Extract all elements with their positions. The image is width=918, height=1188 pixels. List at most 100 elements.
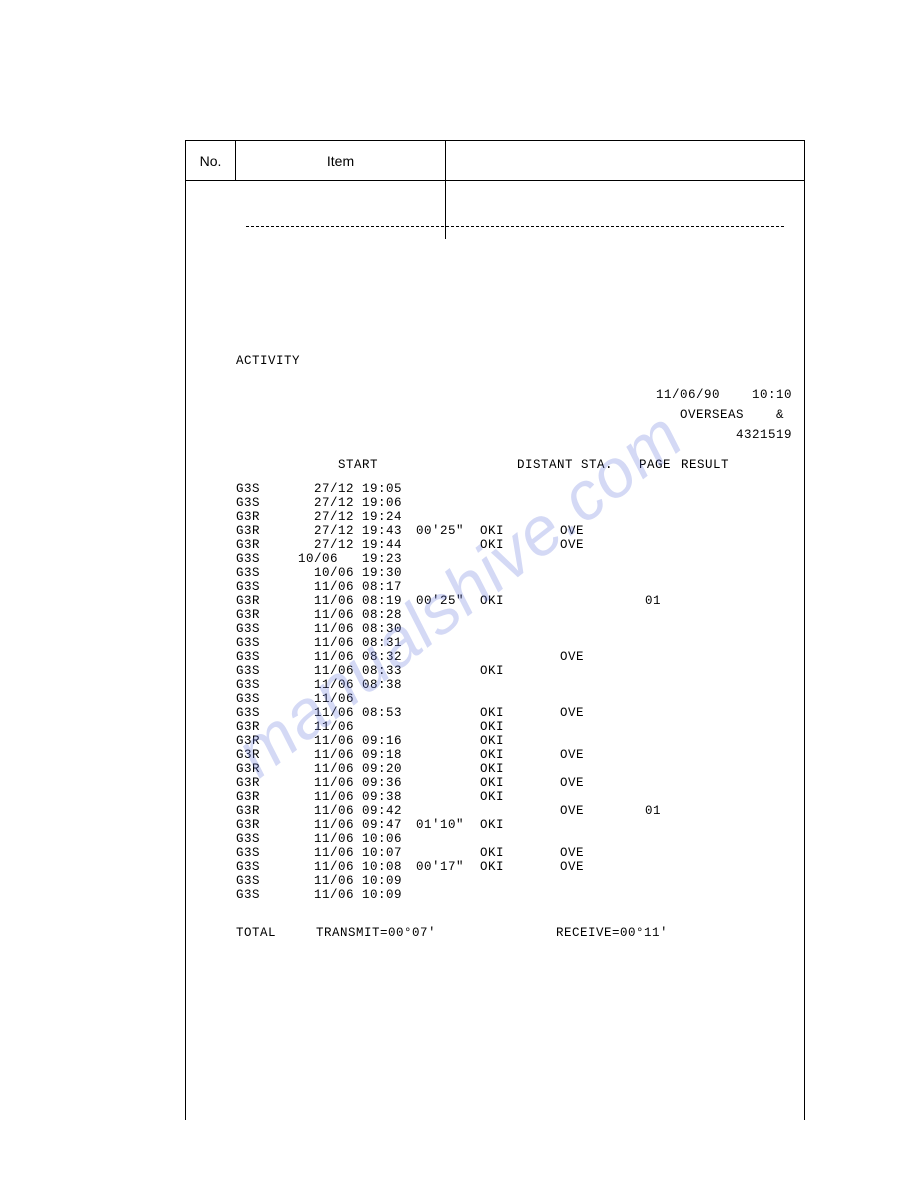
total-receive: RECEIVE=00°11' bbox=[556, 926, 804, 940]
cell-result bbox=[687, 566, 804, 580]
table-row: G3S 11/06 08:32OVE bbox=[236, 650, 804, 664]
cell-start: 10/06 19:30 bbox=[298, 566, 416, 580]
cell-distant bbox=[480, 552, 560, 566]
cell-dur bbox=[416, 692, 480, 706]
cell-start: 11/06 08:31 bbox=[298, 636, 416, 650]
cell-mode: G3S bbox=[236, 566, 298, 580]
cell-page bbox=[645, 510, 687, 524]
cell-distant bbox=[480, 636, 560, 650]
cell-distant bbox=[480, 832, 560, 846]
table-row: G3S 11/06 10:09 bbox=[236, 874, 804, 888]
cell-ove: OVE bbox=[560, 706, 645, 720]
cell-page bbox=[645, 678, 687, 692]
cell-distant: OKI bbox=[480, 790, 560, 804]
cell-ove: OVE bbox=[560, 804, 645, 818]
cell-mode: G3S bbox=[236, 496, 298, 510]
cell-start: 10/06 19:23 bbox=[298, 552, 416, 566]
cell-mode: G3S bbox=[236, 552, 298, 566]
cell-distant: OKI bbox=[480, 860, 560, 874]
activity-report: ACTIVITY 11/06/90 10:10 OVERSEAS & 43215… bbox=[186, 354, 804, 940]
document-frame: No. Item ACTIVITY 11/06/90 10:10 OVERSEA… bbox=[185, 140, 805, 1120]
cell-result bbox=[687, 734, 804, 748]
cell-start: 11/06 bbox=[298, 720, 416, 734]
cell-dur bbox=[416, 734, 480, 748]
cell-ove bbox=[560, 664, 645, 678]
cell-start: 11/06 08:38 bbox=[298, 678, 416, 692]
cell-mode: G3S bbox=[236, 622, 298, 636]
cell-page bbox=[645, 846, 687, 860]
cell-dur bbox=[416, 580, 480, 594]
cell-page bbox=[645, 664, 687, 678]
cell-page bbox=[645, 888, 687, 902]
cell-ove bbox=[560, 832, 645, 846]
table-row: G3R 27/12 19:44OKIOVE bbox=[236, 538, 804, 552]
table-row: G3R 11/06 08:28 bbox=[236, 608, 804, 622]
cell-ove bbox=[560, 790, 645, 804]
cell-mode: G3R bbox=[236, 608, 298, 622]
table-row: G3S 11/06 10:09 bbox=[236, 888, 804, 902]
table-row: G3R 11/06 09:36OKIOVE bbox=[236, 776, 804, 790]
table-row: G3R 11/06 09:20OKI bbox=[236, 762, 804, 776]
table-row: G3S 27/12 19:06 bbox=[236, 496, 804, 510]
table-row: G3R 11/06 09:18OKIOVE bbox=[236, 748, 804, 762]
cell-start: 11/06 09:18 bbox=[298, 748, 416, 762]
cell-ove: OVE bbox=[560, 846, 645, 860]
cell-page bbox=[645, 580, 687, 594]
cell-mode: G3S bbox=[236, 664, 298, 678]
cell-page bbox=[645, 482, 687, 496]
column-headers: START DISTANT STA. PAGE RESULT bbox=[236, 458, 804, 472]
cell-ove bbox=[560, 510, 645, 524]
cell-ove: OVE bbox=[560, 538, 645, 552]
cell-result bbox=[687, 706, 804, 720]
cell-ove bbox=[560, 692, 645, 706]
cell-ove bbox=[560, 482, 645, 496]
cell-distant: OKI bbox=[480, 720, 560, 734]
cell-result bbox=[687, 720, 804, 734]
report-time: 10:10 bbox=[752, 388, 792, 402]
cell-result bbox=[687, 552, 804, 566]
table-row: G3S 11/06 10:0800'17"OKIOVE bbox=[236, 860, 804, 874]
cell-start: 11/06 10:09 bbox=[298, 874, 416, 888]
cell-start: 11/06 08:53 bbox=[298, 706, 416, 720]
cell-dur bbox=[416, 678, 480, 692]
table-row: G3R 11/06OKI bbox=[236, 720, 804, 734]
cell-page bbox=[645, 538, 687, 552]
cell-ove bbox=[560, 552, 645, 566]
cell-start: 11/06 09:42 bbox=[298, 804, 416, 818]
table-row: G3S 11/06 08:33OKI bbox=[236, 664, 804, 678]
cell-page bbox=[645, 608, 687, 622]
cell-page bbox=[645, 748, 687, 762]
cell-distant: OKI bbox=[480, 762, 560, 776]
cell-mode: G3S bbox=[236, 678, 298, 692]
report-dept-suffix: & bbox=[776, 408, 784, 422]
cell-ove: OVE bbox=[560, 776, 645, 790]
cell-dur: 00'25" bbox=[416, 594, 480, 608]
col-start: START bbox=[298, 458, 453, 472]
col-page: PAGE bbox=[639, 458, 681, 472]
cell-result bbox=[687, 650, 804, 664]
cell-distant bbox=[480, 804, 560, 818]
table-row: G3S 11/06 08:31 bbox=[236, 636, 804, 650]
table-row: G3R 11/06 09:4701'10"OKI bbox=[236, 818, 804, 832]
cell-dur bbox=[416, 622, 480, 636]
cell-distant: OKI bbox=[480, 664, 560, 678]
cell-result bbox=[687, 832, 804, 846]
cell-page bbox=[645, 720, 687, 734]
cell-distant bbox=[480, 874, 560, 888]
cell-result bbox=[687, 482, 804, 496]
cell-dur bbox=[416, 846, 480, 860]
cell-mode: G3S bbox=[236, 692, 298, 706]
cell-start: 11/06 09:47 bbox=[298, 818, 416, 832]
cell-mode: G3S bbox=[236, 846, 298, 860]
cell-page bbox=[645, 832, 687, 846]
report-datetime: 11/06/90 10:10 bbox=[236, 388, 804, 402]
cell-dur bbox=[416, 552, 480, 566]
cell-start: 11/06 08:19 bbox=[298, 594, 416, 608]
cell-dur bbox=[416, 706, 480, 720]
cell-page bbox=[645, 650, 687, 664]
cell-page bbox=[645, 552, 687, 566]
total-transmit: TRANSMIT=00°07' bbox=[316, 926, 556, 940]
cell-mode: G3S bbox=[236, 860, 298, 874]
table-row: G3S10/06 19:23 bbox=[236, 552, 804, 566]
cell-distant bbox=[480, 496, 560, 510]
